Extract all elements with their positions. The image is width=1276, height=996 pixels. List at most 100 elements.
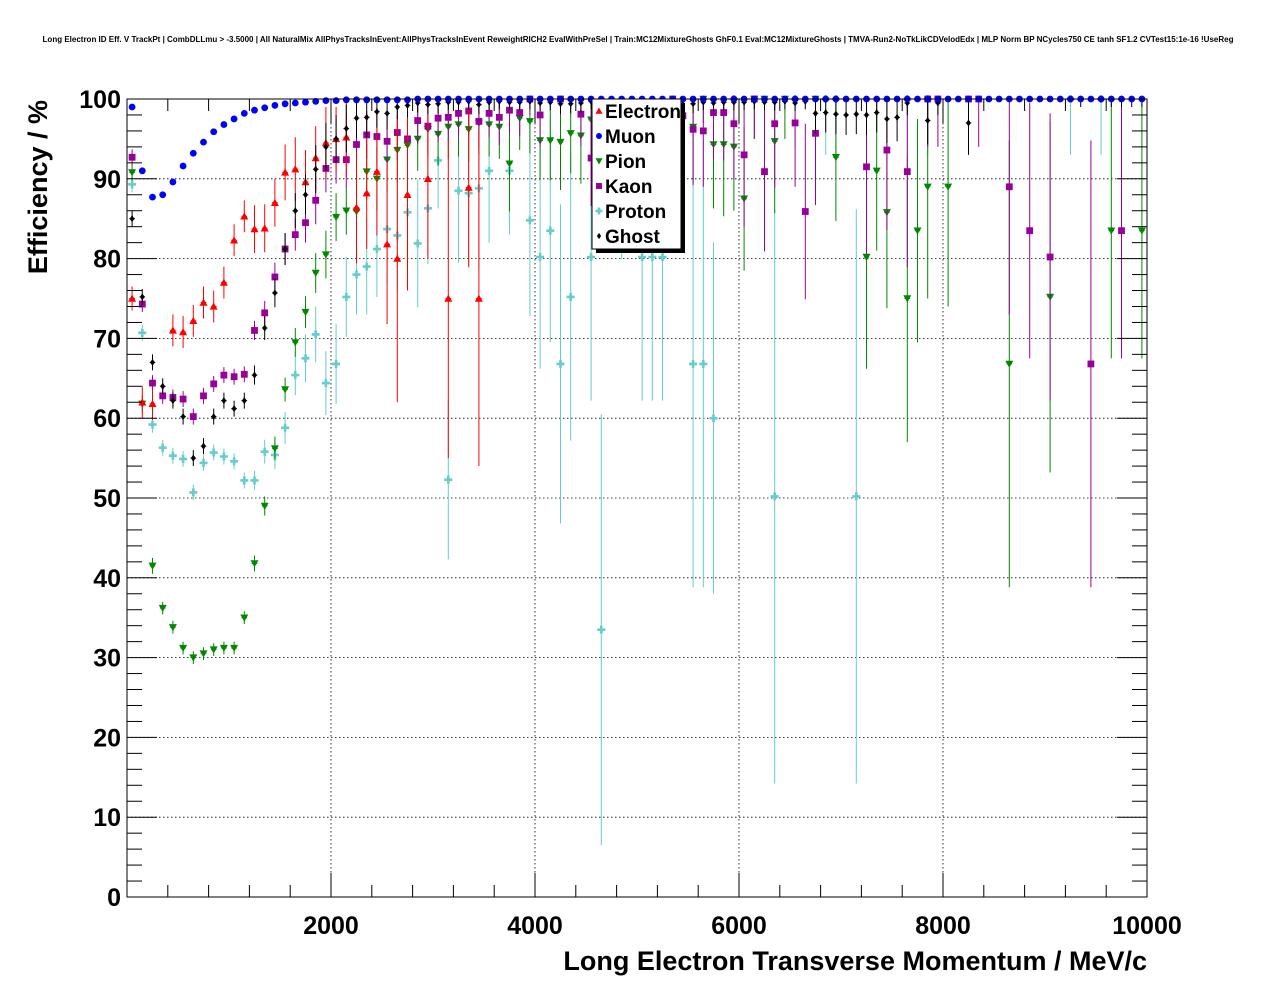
ghost-point	[925, 116, 931, 125]
electron-point	[464, 183, 473, 191]
pion-point	[525, 118, 534, 126]
pion-point	[872, 167, 881, 175]
kaon-point	[485, 109, 493, 117]
ghost-point	[313, 165, 319, 173]
proton-point	[209, 448, 218, 457]
electron-point	[281, 168, 290, 176]
muon-point	[373, 96, 381, 104]
pion-point	[209, 646, 218, 654]
x-tick-label: 10000	[1112, 912, 1182, 940]
kaon-point	[536, 111, 544, 119]
proton-point	[566, 292, 575, 301]
muon-point	[342, 96, 350, 104]
muon-point	[383, 96, 391, 104]
pion-point	[923, 183, 932, 191]
ghost-point	[211, 413, 217, 421]
proton-point	[546, 226, 555, 235]
muon-point	[169, 178, 177, 186]
electron-point	[291, 165, 300, 173]
kaon-point	[720, 109, 728, 116]
ghost-point	[282, 245, 288, 253]
legend-label-electron: Electron	[605, 102, 681, 123]
electron-point	[230, 236, 239, 244]
kaon-point	[251, 327, 258, 334]
ghost-point	[966, 119, 971, 127]
electron-point	[383, 240, 392, 248]
ghost-point	[843, 111, 849, 119]
muon-point	[322, 97, 330, 104]
proton-point	[138, 328, 147, 337]
pion-point	[189, 654, 198, 662]
kaon-point	[455, 109, 462, 117]
electron-point	[270, 198, 279, 206]
pion-point	[862, 253, 871, 262]
electron-point	[128, 294, 137, 302]
proton-point	[852, 492, 861, 501]
kaon-point	[587, 154, 595, 162]
muon-point	[179, 162, 187, 170]
kaon-point	[883, 146, 891, 154]
kaon-point	[149, 379, 156, 387]
legend-label-proton: Proton	[605, 202, 666, 223]
kaon-point	[434, 114, 442, 122]
muon-point	[138, 167, 146, 175]
proton-point	[148, 420, 157, 429]
ghost-point	[323, 143, 329, 151]
electron-point	[179, 328, 188, 336]
ghost-point	[139, 293, 145, 301]
ghost-point	[252, 371, 257, 379]
pion-point	[158, 604, 167, 613]
legend-label-muon: Muon	[605, 127, 656, 148]
proton-point	[352, 270, 361, 279]
y-tick-label: 40	[93, 565, 121, 593]
muon-point	[240, 109, 248, 117]
ghost-point	[190, 454, 196, 462]
kaon-point	[761, 168, 768, 176]
pion-point	[230, 644, 239, 653]
chart-title: Long Electron ID Eff. V TrackPt | CombDL…	[43, 35, 1234, 44]
kaon-point	[383, 137, 391, 145]
ghost-point	[292, 207, 298, 215]
proton-point	[709, 414, 718, 423]
pion-point	[546, 137, 555, 145]
proton-point	[638, 253, 647, 262]
muon-point	[302, 98, 309, 106]
kaon-point	[261, 309, 269, 317]
ghost-point	[303, 191, 308, 199]
y-tick-label: 10	[93, 804, 121, 832]
y-tick-label: 0	[107, 884, 121, 912]
y-tick-label: 60	[93, 405, 121, 433]
kaon-point	[475, 117, 483, 125]
electron-point	[423, 174, 432, 182]
y-tick-label: 90	[93, 166, 121, 194]
y-tick-label: 50	[93, 485, 121, 513]
pion-point	[311, 269, 320, 277]
proton-point	[250, 476, 259, 485]
kaon-point	[312, 196, 320, 204]
muon-point	[291, 99, 299, 107]
kaon-point	[740, 151, 748, 159]
ghost-point	[853, 110, 859, 118]
electron-point	[250, 225, 259, 233]
proton-point	[413, 239, 422, 248]
proton-point	[648, 253, 657, 262]
electron-point	[138, 398, 147, 406]
ghost-point	[833, 110, 839, 118]
proton-point	[597, 625, 606, 634]
ghost-point	[201, 442, 206, 450]
electron-point	[260, 224, 269, 232]
ghost-point	[129, 215, 135, 223]
proton-point	[485, 166, 494, 175]
pion-point	[944, 183, 953, 191]
legend-marker-pion	[595, 158, 603, 165]
electron-point	[168, 326, 177, 334]
ghost-point	[813, 109, 818, 117]
kaon-point	[516, 109, 524, 116]
proton-point	[525, 216, 534, 225]
muon-point	[220, 121, 228, 128]
proton-point	[158, 443, 167, 452]
kaon-point	[353, 141, 360, 148]
y-tick-label: 80	[93, 246, 121, 274]
kaon-point	[699, 127, 707, 135]
proton-point	[291, 371, 300, 380]
